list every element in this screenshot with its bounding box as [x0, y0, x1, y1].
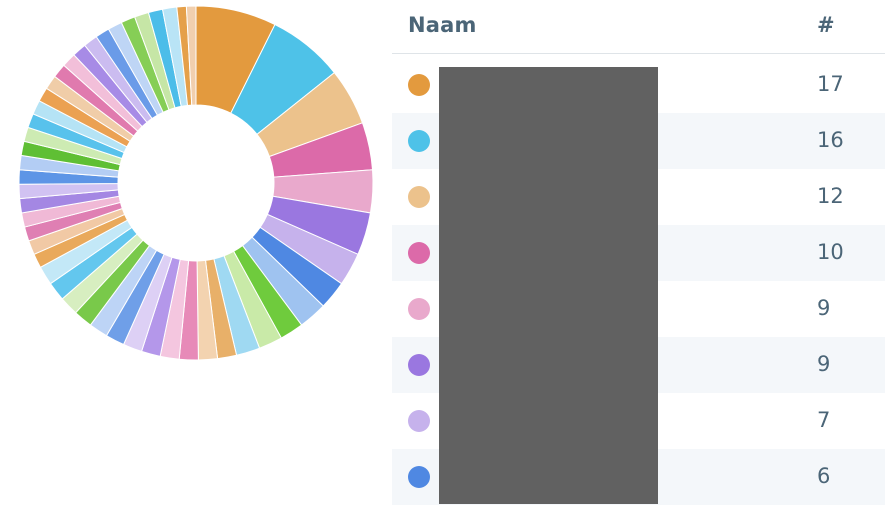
color-dot: [408, 130, 430, 152]
row-count: 7: [817, 408, 831, 432]
row-count: 9: [817, 296, 831, 320]
table-row[interactable]: 12: [392, 169, 885, 225]
table-row[interactable]: 7: [392, 393, 885, 449]
redacted-name-column: [439, 67, 658, 504]
legend-table: Naam # 17 16 12 10 9 9 7: [392, 0, 885, 505]
column-header-name[interactable]: Naam: [408, 13, 477, 37]
color-dot: [408, 242, 430, 264]
color-dot: [408, 298, 430, 320]
color-dot: [408, 186, 430, 208]
color-dot: [408, 74, 430, 96]
color-dot: [408, 466, 430, 488]
row-count: 17: [817, 72, 844, 96]
row-count: 6: [817, 464, 831, 488]
color-dot: [408, 354, 430, 376]
donut-chart: [18, 5, 374, 361]
table-row[interactable]: 17: [392, 57, 885, 113]
column-header-count[interactable]: #: [817, 13, 835, 37]
row-count: 16: [817, 128, 844, 152]
table-header: Naam #: [392, 0, 885, 54]
table-row[interactable]: 9: [392, 281, 885, 337]
donut-slice[interactable]: [185, 5, 197, 106]
color-dot: [408, 410, 430, 432]
row-count: 9: [817, 352, 831, 376]
row-count: 10: [817, 240, 844, 264]
row-count: 12: [817, 184, 844, 208]
